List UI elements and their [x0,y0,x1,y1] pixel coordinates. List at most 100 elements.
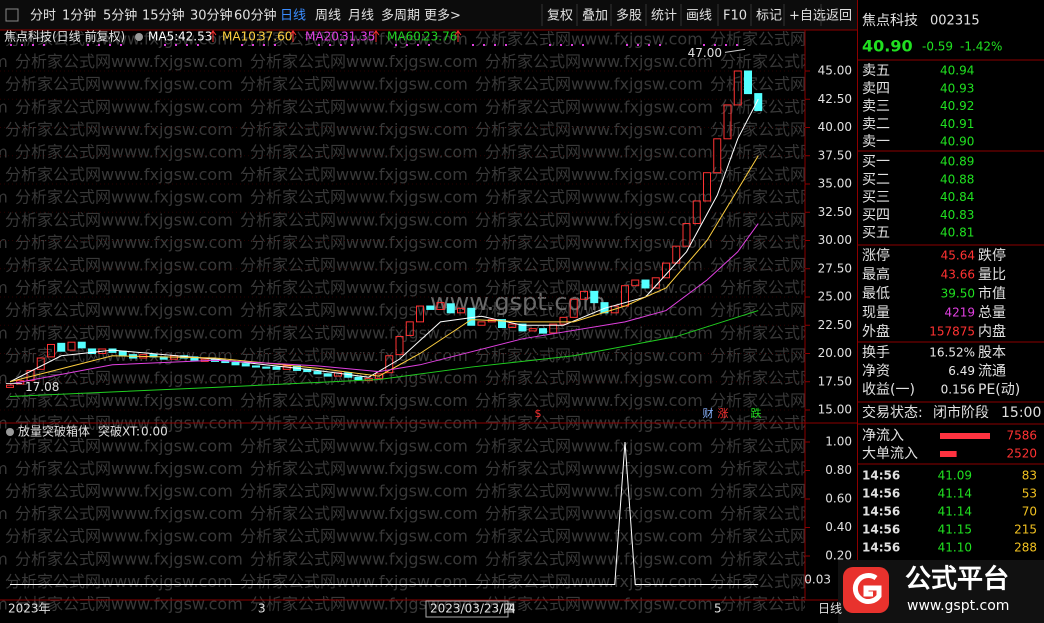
toolbar-button[interactable]: 统计 [651,9,677,24]
signal-dot [109,44,111,46]
stat-value: 45.64 [941,249,975,263]
tick-price: 41.14 [938,505,972,519]
watermark: 分析家公式网www.fxjgsw.com [0,278,8,297]
toolbar-button[interactable]: F10 [723,9,747,24]
toolbar-button[interactable]: +自选 [789,9,826,24]
watermark: 分析家公式网www.fxjgsw.com [475,256,703,275]
signal-dot [494,44,496,46]
candle [518,323,527,332]
toolbar-button[interactable]: 复权 [547,8,573,24]
event-marker[interactable]: 财 [703,406,714,420]
signal-dot [395,44,397,46]
candle [467,307,476,326]
candle [723,104,732,140]
event-marker[interactable]: 跌 [751,406,762,420]
buy-price: 40.89 [940,155,974,169]
toolbar-tab[interactable]: 日线 [280,9,306,24]
watermark: 分析家公式网www.fxjgsw.com [475,346,703,365]
y-tick-label: 15.00 [818,403,852,417]
signal-dot [98,44,100,46]
toolbar-button[interactable]: 多股 [616,8,642,24]
candle [477,321,486,326]
flow-bar [940,451,957,457]
candle [713,138,722,174]
stat-label: 股本 [978,345,1006,361]
status-label: 交易状态: [862,404,923,421]
watermark: 分析家公式网www.fxjgsw.com [475,301,703,320]
sell-label: 卖五 [862,63,890,79]
watermark: 分析家公式网www.fxjgsw.com [485,188,713,207]
sell-label: 卖一 [862,134,890,150]
toolbar-button[interactable]: 画线 [686,9,712,24]
watermark: 分析家公式网www.fxjgsw.com [5,256,233,275]
signal-dot [428,44,430,46]
candle [590,290,599,304]
watermark: 分析家公式网www.fxjgsw.com [475,120,703,139]
candle [457,307,465,314]
watermark: 分析家公式网www.fxjgsw.com [240,527,468,546]
stat-value: 39.50 [941,287,975,301]
watermark: 分析家公式网www.fxjgsw.com [5,391,233,410]
watermark: 分析家公式网www.fxjgsw.com [485,369,713,388]
watermark: 分析家公式网www.fxjgsw.com [710,30,938,49]
event-marker[interactable]: $ [535,407,542,420]
candle [57,342,66,352]
event-marker[interactable]: 涨 [718,407,729,420]
toolbar-tab[interactable]: 周线 [315,9,341,24]
ma-line [9,155,759,383]
candle [405,321,414,336]
x-tick-label: 4 [508,602,516,616]
watermark-layer: 分析家公式网www.fxjgsw.com 分析家公式网www.fxjgsw.com… [0,30,948,614]
watermark: 分析家公式网www.fxjgsw.com [710,120,938,139]
y-tick-label: 0.60 [825,492,852,506]
toolbar-tab[interactable]: 15分钟 [142,8,185,24]
signal-dot [637,44,639,46]
candle [6,384,14,388]
toolbar-tab[interactable]: 更多> [424,8,461,24]
y-tick-label: 22.50 [818,318,852,332]
watermark: 分析家公式网www.fxjgsw.com [710,527,938,546]
candle [498,319,506,329]
watermark: 分析家公式网www.fxjgsw.com [15,504,243,523]
watermark: 分析家公式网www.fxjgsw.com [5,301,233,320]
toolbar-tab[interactable]: 多周期 [381,8,420,24]
toolbar-tab[interactable]: 5分钟 [103,8,137,24]
watermark: 分析家公式网www.fxjgsw.com [710,391,938,410]
settings-icon[interactable] [135,33,143,41]
candle [733,70,742,106]
signal-dot [560,44,562,46]
watermark: 分析家公式网www.fxjgsw.com [15,369,243,388]
watermark: 分析家公式网www.fxjgsw.com [0,143,8,162]
signal-dot [659,44,661,46]
buy-price: 40.81 [940,226,974,240]
watermark: 分析家公式网www.fxjgsw.com [240,120,468,139]
up-arrow [289,30,297,42]
signal-dot [714,44,716,46]
toolbar-button[interactable]: 返回 [826,9,852,24]
candle [47,343,55,358]
toolbar-tab[interactable]: 分时 [30,9,56,24]
buy-price: 40.84 [940,190,974,204]
signal-dot [10,44,12,46]
status-time: 15:00 [1001,405,1041,421]
candle [580,290,588,300]
toolbar-tab[interactable]: 60分钟 [234,8,277,24]
toolbar-tab[interactable]: 30分钟 [190,8,233,24]
toolbar-tab[interactable]: 1分钟 [62,8,96,24]
watermark: 分析家公式网www.fxjgsw.com [240,30,468,49]
toolbar-tab[interactable]: 月线 [348,9,374,24]
signal-dot [87,44,89,46]
x-tick-label: 2023年 [8,602,51,616]
watermark: 分析家公式网www.fxjgsw.com [0,504,8,523]
settings-icon[interactable] [6,428,14,436]
sell-price: 40.90 [940,135,974,149]
candle [528,328,537,332]
menu-icon[interactable] [5,8,19,22]
toolbar-button[interactable]: 叠加 [582,9,608,24]
candle [252,365,260,368]
toolbar-button[interactable]: 标记 [756,9,782,24]
ma-name: MA60: [387,30,425,44]
watermark: 分析家公式网www.fxjgsw.com [0,323,8,342]
watermark: 分析家公式网www.fxjgsw.com [720,369,948,388]
signal-dot [241,44,243,46]
